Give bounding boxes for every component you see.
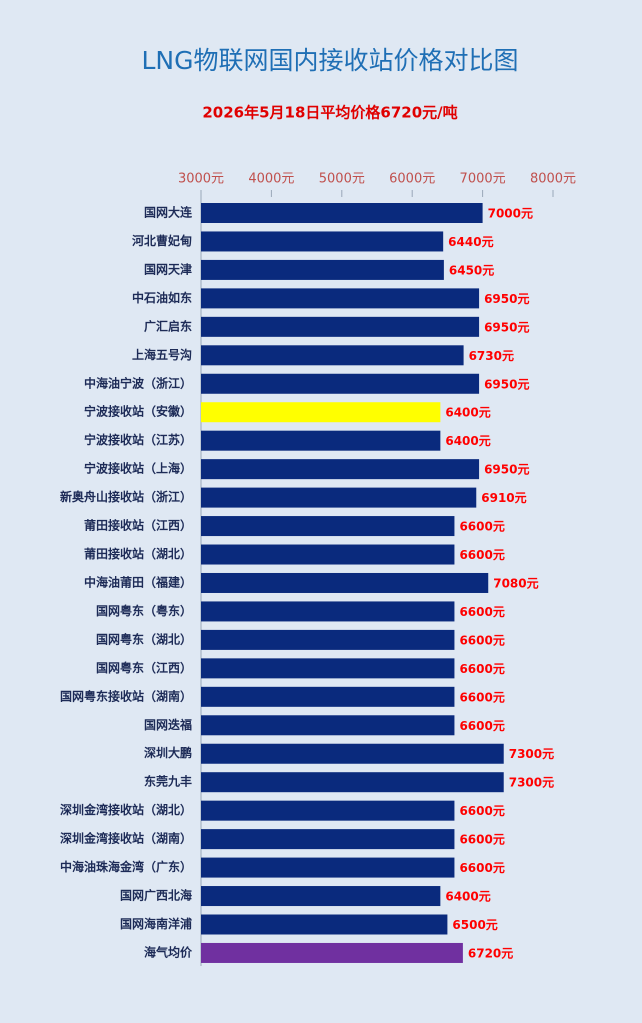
category-label: 国网海南洋浦 — [120, 916, 192, 931]
value-label: 6600元 — [459, 605, 504, 619]
value-label: 6600元 — [459, 520, 504, 534]
value-label: 7300元 — [509, 747, 554, 761]
value-label: 6500元 — [452, 918, 497, 932]
value-label: 6730元 — [469, 349, 514, 363]
value-label: 6600元 — [459, 690, 504, 704]
value-label: 6950元 — [484, 377, 529, 391]
bar — [201, 459, 480, 480]
bar — [201, 288, 480, 309]
category-label: 宁波接收站（江苏） — [84, 432, 192, 447]
value-label: 6600元 — [459, 719, 504, 733]
bar — [201, 658, 455, 679]
bar — [201, 942, 463, 963]
category-label: 国网粤东（湖北） — [96, 631, 192, 646]
bar — [201, 772, 504, 793]
bar — [201, 259, 444, 280]
category-label: 莆田接收站（江西） — [84, 518, 192, 533]
category-label: 中海油宁波（浙江） — [84, 375, 192, 390]
bar — [201, 601, 455, 622]
bar — [201, 430, 441, 451]
bar — [201, 203, 483, 223]
category-label: 宁波接收站（上海） — [84, 461, 192, 476]
category-label: 东莞九丰 — [144, 774, 192, 789]
category-label: 国网广西北海 — [120, 888, 192, 903]
category-label: 中海油珠海金湾（广东） — [60, 859, 192, 874]
value-label: 6400元 — [445, 434, 490, 448]
category-label: 国网大连 — [144, 205, 193, 220]
x-tick-label: 7000元 — [460, 172, 506, 187]
value-label: 6950元 — [484, 320, 529, 334]
category-label: 河北曹妃甸 — [131, 233, 192, 248]
bar — [201, 914, 448, 935]
bar — [201, 800, 455, 821]
value-label: 7000元 — [488, 207, 533, 221]
category-label: 国网粤东（粤东） — [96, 603, 192, 618]
value-label: 7080元 — [493, 576, 538, 590]
value-label: 6440元 — [448, 235, 493, 249]
x-tick-label: 5000元 — [319, 172, 365, 187]
bar — [201, 886, 441, 907]
bar — [201, 857, 455, 878]
bar — [201, 516, 455, 537]
bar — [201, 316, 480, 337]
value-label: 6950元 — [484, 292, 529, 306]
category-label: 国网天津 — [144, 261, 192, 276]
value-label: 6720元 — [468, 946, 513, 960]
category-label: 宁波接收站（安徽） — [84, 404, 192, 419]
value-label: 6600元 — [459, 804, 504, 818]
bar — [201, 231, 444, 252]
x-tick-label: 6000元 — [389, 172, 435, 187]
value-label: 6450元 — [449, 263, 494, 277]
value-label: 6400元 — [445, 406, 490, 420]
value-label: 7300元 — [509, 776, 554, 790]
category-label: 海气均价 — [144, 944, 193, 959]
chart-title: LNG物联网国内接收站价格对比图 — [141, 46, 518, 75]
bar — [201, 715, 455, 736]
bar — [201, 544, 455, 565]
category-label: 广汇启东 — [144, 318, 192, 333]
category-label: 国网粤东（江西） — [96, 660, 192, 675]
value-label: 6600元 — [459, 861, 504, 875]
category-label: 中石油如东 — [132, 290, 192, 305]
value-label: 6600元 — [459, 662, 504, 676]
bar — [201, 487, 477, 508]
chart-subtitle: 2026年5月18日平均价格6720元/吨 — [202, 104, 457, 122]
value-label: 6950元 — [484, 463, 529, 477]
x-tick-label: 4000元 — [248, 172, 294, 187]
bar — [201, 373, 480, 394]
value-label: 6600元 — [459, 833, 504, 847]
bar — [201, 686, 455, 707]
x-tick-label: 8000元 — [530, 172, 576, 187]
category-label: 深圳金湾接收站（湖南） — [60, 831, 192, 846]
category-label: 中海油莆田（福建） — [84, 574, 192, 589]
category-label: 国网粤东接收站（湖南） — [60, 688, 192, 703]
value-label: 6910元 — [481, 491, 526, 505]
bar — [201, 829, 455, 850]
bar — [201, 402, 441, 423]
category-label: 莆田接收站（湖北） — [84, 546, 192, 561]
category-label: 深圳大鹏 — [144, 745, 192, 760]
category-label: 新奥舟山接收站（浙江） — [60, 489, 192, 504]
x-tick-label: 3000元 — [178, 172, 224, 187]
category-label: 国网迭福 — [144, 717, 192, 732]
bar — [201, 629, 455, 650]
category-label: 深圳金湾接收站（湖北） — [60, 802, 192, 817]
category-label: 上海五号沟 — [132, 347, 192, 362]
value-label: 6400元 — [445, 890, 490, 904]
bar — [201, 743, 504, 764]
bar — [201, 572, 489, 593]
bar — [201, 345, 464, 366]
value-label: 6600元 — [459, 633, 504, 647]
value-label: 6600元 — [459, 548, 504, 562]
